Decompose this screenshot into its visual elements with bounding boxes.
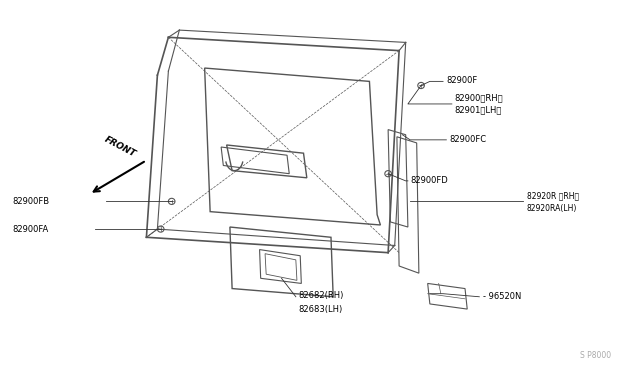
Text: FRONT: FRONT bbox=[103, 135, 137, 159]
Text: 82900FA: 82900FA bbox=[12, 225, 49, 234]
Text: 82682(RH): 82682(RH) bbox=[298, 291, 344, 300]
Text: - 96520N: - 96520N bbox=[483, 292, 521, 301]
Text: 82920R 〈RH〉: 82920R 〈RH〉 bbox=[527, 192, 579, 201]
Text: 82900〈RH〉: 82900〈RH〉 bbox=[454, 93, 502, 102]
Text: 82900FB: 82900FB bbox=[12, 197, 49, 206]
Text: 82683(LH): 82683(LH) bbox=[298, 305, 342, 314]
Text: 82900FC: 82900FC bbox=[450, 135, 487, 144]
Text: 82900F: 82900F bbox=[446, 76, 477, 85]
Text: 82900FD: 82900FD bbox=[410, 176, 448, 185]
Text: 82920RA(LH): 82920RA(LH) bbox=[527, 204, 577, 213]
Text: 82901〈LH〉: 82901〈LH〉 bbox=[454, 106, 501, 115]
Text: S P8000: S P8000 bbox=[580, 351, 611, 360]
